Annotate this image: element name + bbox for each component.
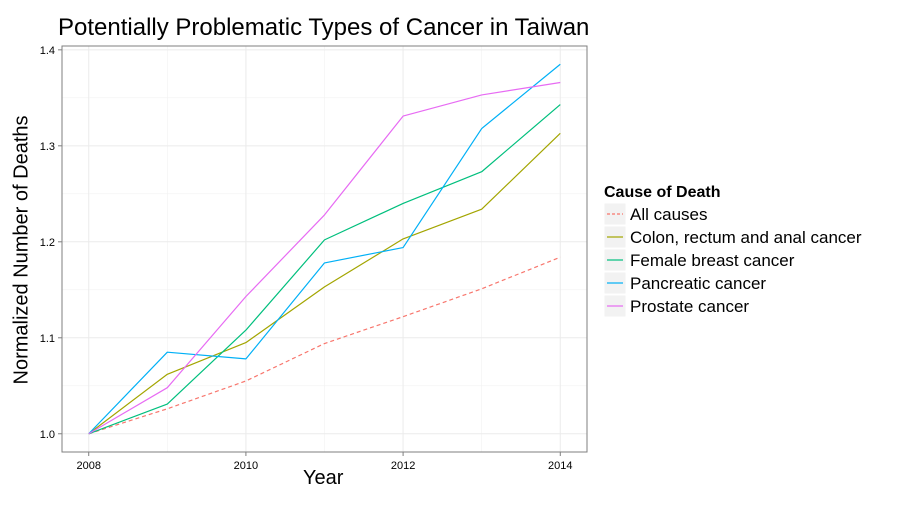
legend-item-label: Prostate cancer	[630, 297, 749, 316]
series-line-female-breast-cancer	[88, 104, 561, 435]
legend-item-label: All causes	[630, 205, 707, 224]
grid	[62, 46, 587, 452]
series-line-colon-rectum-and-anal-cancer	[88, 132, 561, 435]
x-tick-label: 2012	[391, 460, 415, 472]
y-tick-label: 1.3	[40, 141, 55, 153]
y-tick-label: 1.4	[40, 45, 55, 57]
x-tick-label: 2010	[234, 460, 258, 472]
plot-panel	[61, 45, 588, 453]
x-axis-title: Year	[303, 467, 344, 489]
legend: Cause of Death All causes Colon, rectum an…	[603, 184, 862, 318]
y-tick-label: 1.0	[40, 429, 55, 441]
series-line-prostate-cancer	[88, 81, 561, 435]
y-tick-label: 1.1	[40, 333, 55, 345]
x-tick-label: 2008	[76, 460, 100, 472]
series-line-pancreatic-cancer	[88, 63, 561, 435]
series-line-all-causes	[88, 256, 561, 435]
y-tick-label: 1.2	[40, 237, 55, 249]
x-tick-label: 2014	[548, 460, 572, 472]
chart-title: Potentially Problematic Types of Cancer …	[58, 14, 590, 41]
legend-title: Cause of Death	[604, 184, 720, 201]
series-lines	[88, 63, 561, 435]
legend-item-label: Colon, rectum and anal cancer	[630, 228, 862, 247]
axes: 1.0 1.1 1.2 1.3 1.4 2008 2010 2012 2014	[40, 45, 573, 472]
legend-item-label: Pancreatic cancer	[630, 274, 766, 293]
legend-item-label: Female breast cancer	[630, 251, 795, 270]
plot-border	[61, 45, 588, 453]
